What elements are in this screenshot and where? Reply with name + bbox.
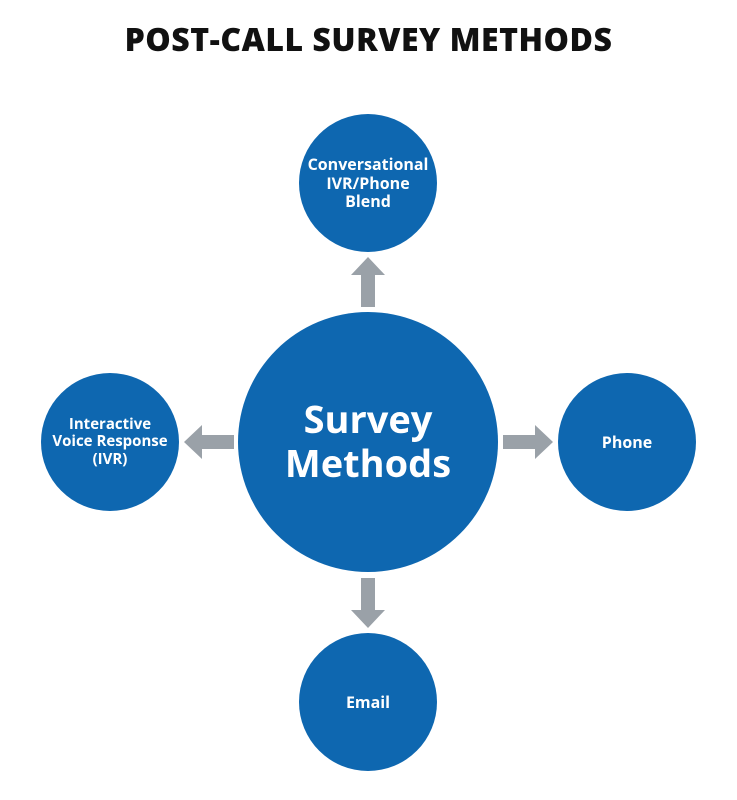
arrow-down-icon [351,578,385,628]
spoke-node-right: Phone [558,373,696,511]
spoke-node-bottom: Email [299,633,437,771]
spoke-node-top: Conversational IVR/Phone Blend [299,114,437,252]
spoke-node-label: Conversational IVR/Phone Blend [308,155,429,210]
center-node: Survey Methods [238,312,498,572]
arrow-left-icon [184,425,234,459]
spoke-node-left: Interactive Voice Response (IVR) [41,373,179,511]
spoke-node-label: Phone [602,433,652,451]
diagram-canvas: POST-CALL SURVEY METHODS Survey Methods … [0,0,737,800]
spoke-node-label: Email [346,693,390,711]
arrow-up-icon [351,257,385,307]
spoke-node-label: Interactive Voice Response (IVR) [51,416,169,468]
arrow-right-icon [503,425,553,459]
center-node-label: Survey Methods [248,398,488,485]
diagram-title: POST-CALL SURVEY METHODS [0,18,737,61]
